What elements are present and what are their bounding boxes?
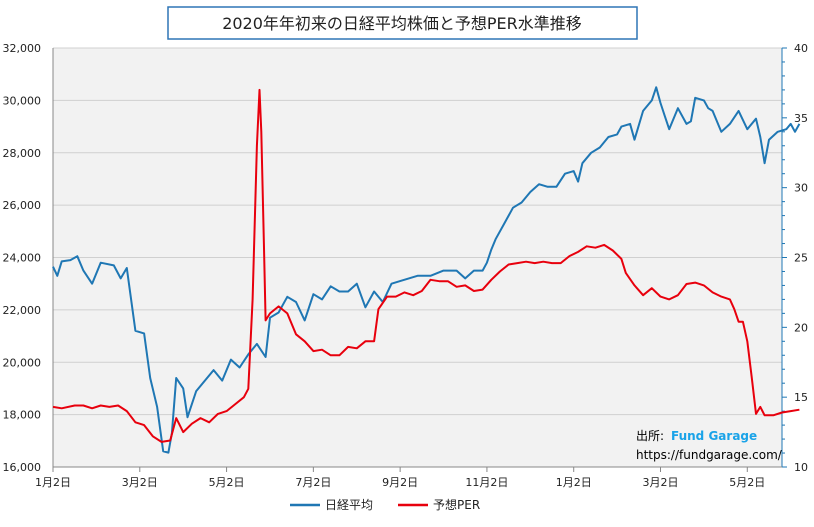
left-tick-label: 20,000 bbox=[3, 356, 42, 369]
right-tick-label: 20 bbox=[794, 321, 808, 334]
x-tick-label: 5月2日 bbox=[209, 476, 245, 489]
legend-label-nikkei: 日経平均 bbox=[325, 498, 373, 512]
source-url: https://fundgarage.com/ bbox=[636, 448, 783, 462]
x-tick-label: 9月2日 bbox=[382, 476, 418, 489]
series-line-per bbox=[52, 88, 800, 443]
left-tick-label: 28,000 bbox=[3, 147, 42, 160]
x-tick-label: 7月2日 bbox=[295, 476, 331, 489]
source-credit: 出所: Fund Garage https://fundgarage.com/ bbox=[636, 429, 783, 462]
left-tick-label: 32,000 bbox=[3, 42, 42, 55]
left-tick-label: 30,000 bbox=[3, 94, 42, 107]
x-tick-label: 1月2日 bbox=[35, 476, 71, 489]
x-tick-label: 3月2日 bbox=[643, 476, 679, 489]
x-tick-label: 1月2日 bbox=[556, 476, 592, 489]
source-brand: Fund Garage bbox=[671, 429, 757, 443]
series-lines bbox=[52, 86, 801, 454]
left-tick-label: 16,000 bbox=[3, 461, 42, 474]
x-tick-label: 3月2日 bbox=[122, 476, 158, 489]
right-axis: 10 15 20 25 30 35 40 bbox=[781, 42, 808, 474]
right-tick-label: 30 bbox=[794, 182, 808, 195]
chart-title-text: 2020年年初来の日経平均株価と予想PER水準推移 bbox=[222, 14, 582, 33]
right-tick-label: 40 bbox=[794, 42, 808, 55]
right-tick-label: 25 bbox=[794, 252, 808, 265]
x-tick-label: 11月2日 bbox=[465, 476, 508, 489]
right-tick-label: 10 bbox=[794, 461, 808, 474]
legend-label-per: 予想PER bbox=[433, 497, 480, 512]
left-tick-label: 18,000 bbox=[3, 409, 42, 422]
x-axis: 1月2日 3月2日 5月2日 7月2日 9月2日 11月2日 1月2日 3月2日 5月2日 bbox=[35, 466, 782, 489]
left-tick-label: 22,000 bbox=[3, 304, 42, 317]
left-tick-label: 26,000 bbox=[3, 199, 42, 212]
right-tick-label: 15 bbox=[794, 391, 808, 404]
legend: 日経平均 予想PER bbox=[290, 497, 480, 512]
left-axis: 16,000 18,000 20,000 22,000 24,000 26,000 28,0… bbox=[3, 42, 54, 474]
chart-title: 2020年年初来の日経平均株価と予想PER水準推移 bbox=[167, 6, 638, 40]
right-tick-label: 35 bbox=[794, 112, 808, 125]
source-label: 出所: bbox=[636, 429, 664, 443]
title-frame bbox=[167, 6, 638, 40]
left-tick-label: 24,000 bbox=[3, 252, 42, 265]
x-tick-label: 5月2日 bbox=[729, 476, 765, 489]
